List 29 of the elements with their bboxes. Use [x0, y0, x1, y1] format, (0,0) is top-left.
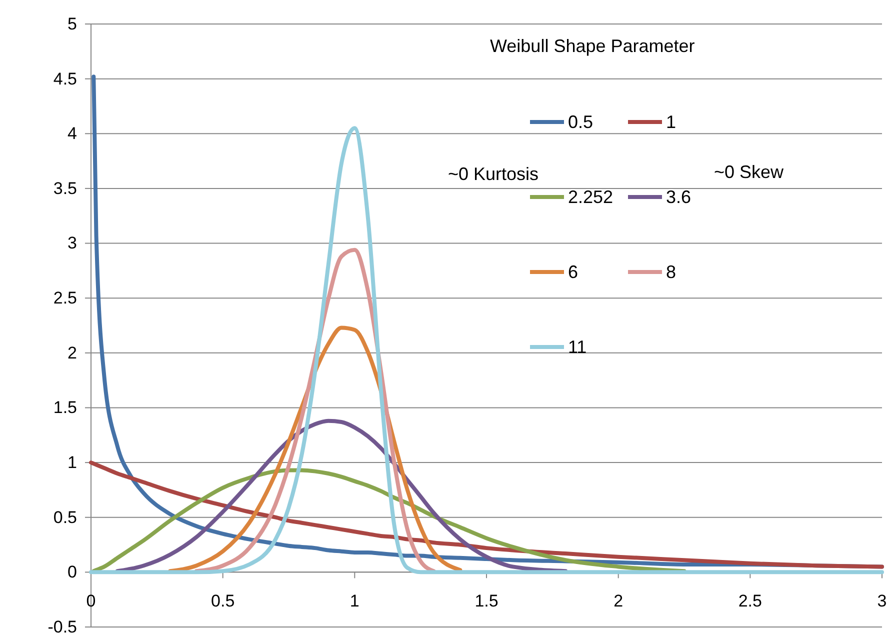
y-tick-label: 0.5	[53, 508, 77, 527]
y-tick-label: 1	[68, 452, 77, 472]
y-tick-label: 4.5	[53, 69, 77, 88]
x-tick-label: 2.5	[738, 592, 762, 611]
x-tick-label: 2	[614, 592, 624, 611]
annotation: ~0 Skew	[714, 162, 785, 182]
legend-label: 11	[568, 337, 587, 357]
legend-label: 0.5	[568, 112, 594, 132]
y-tick-label: 3	[68, 234, 77, 253]
legend-label: 3.6	[666, 187, 692, 207]
y-tick-label: 2.5	[53, 288, 77, 308]
y-tick-label: -0.5	[48, 617, 77, 636]
legend-title: Weibull Shape Parameter	[490, 36, 695, 56]
y-tick-label: 5	[68, 14, 77, 34]
legend-label: 8	[666, 262, 676, 282]
legend-label: 2.252	[568, 187, 614, 207]
y-tick-label: 0	[68, 562, 77, 582]
x-tick-label: 0	[86, 592, 96, 611]
y-tick-label: 1.5	[53, 398, 77, 418]
legend-label: 1	[666, 112, 676, 132]
y-tick-label: 2	[68, 343, 77, 362]
y-tick-label: 4	[68, 124, 77, 144]
x-tick-label: 1	[350, 592, 360, 611]
x-tick-label: 3	[877, 592, 887, 611]
annotation: ~0 Kurtosis	[448, 164, 539, 184]
x-tick-label: 0.5	[211, 592, 235, 611]
legend-label: 6	[568, 262, 578, 282]
y-tick-label: 3.5	[53, 178, 77, 198]
x-tick-label: 1.5	[474, 592, 498, 611]
